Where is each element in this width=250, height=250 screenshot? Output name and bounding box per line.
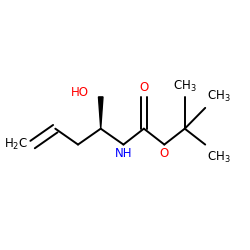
- Text: CH$_3$: CH$_3$: [208, 89, 231, 104]
- Text: H$_2$C: H$_2$C: [4, 137, 28, 152]
- Text: CH$_3$: CH$_3$: [208, 150, 231, 164]
- Text: NH: NH: [115, 147, 132, 160]
- Text: CH$_3$: CH$_3$: [173, 78, 197, 94]
- Polygon shape: [98, 97, 103, 129]
- Text: O: O: [160, 147, 169, 160]
- Text: O: O: [139, 81, 148, 94]
- Text: HO: HO: [71, 86, 89, 98]
